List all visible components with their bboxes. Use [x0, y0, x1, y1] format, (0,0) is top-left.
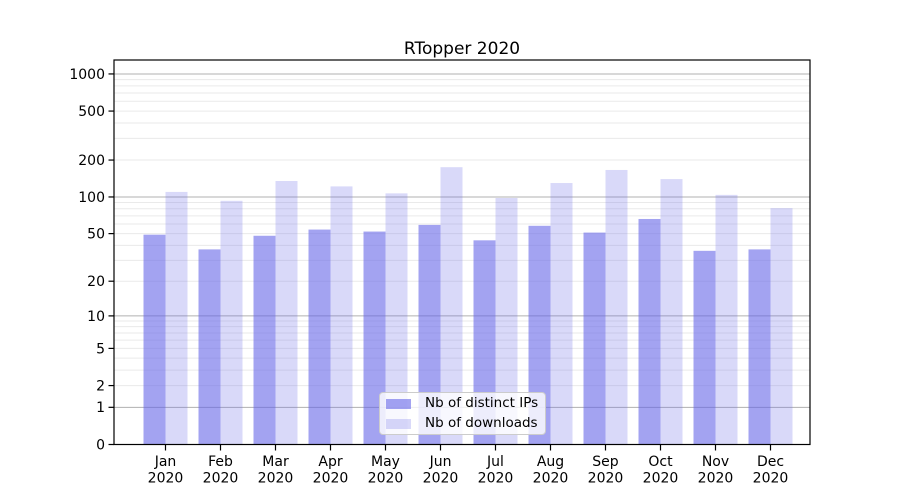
bar-downloads-nov: [715, 194, 738, 445]
bar-distinct-ips-nov: [693, 250, 716, 445]
y-tick-label-100: 100: [78, 190, 105, 206]
legend-entry-distinct-ips: Nb of distinct IPs: [386, 395, 545, 412]
bar-downloads-jan: [165, 191, 188, 445]
x-tick-label-month-nov: Nov: [702, 454, 729, 470]
bar-distinct-ips-jan: [143, 234, 166, 445]
chart-title: RTopper 2020: [404, 39, 520, 59]
x-tick-label-month-mar: Mar: [262, 454, 289, 470]
x-tick-label-year-nov: 2020: [698, 471, 734, 487]
legend-swatch-distinct-ips: [386, 398, 411, 409]
x-tick-label-month-jan: Jan: [154, 454, 177, 470]
bar-downloads-oct: [660, 179, 683, 445]
y-tick-label-2: 2: [96, 378, 105, 394]
bar-downloads-may: [385, 193, 408, 445]
bar-downloads-mar: [275, 181, 298, 445]
axes-frame: [113, 59, 811, 446]
y-tick-label-5: 5: [96, 341, 105, 357]
x-tick-label-year-jun: 2020: [423, 471, 459, 487]
x-tick-label-year-feb: 2020: [203, 471, 239, 487]
x-tick-labels: Jan2020Feb2020Mar2020Apr2020May2020Jun20…: [148, 454, 789, 487]
x-tick-label-month-apr: Apr: [318, 454, 342, 470]
bar-distinct-ips-apr: [308, 229, 331, 445]
x-tick-label-year-dec: 2020: [753, 471, 789, 487]
bar-downloads-sep: [605, 169, 628, 445]
x-tick-label-month-sep: Sep: [592, 454, 619, 470]
x-tick-label-month-dec: Dec: [757, 454, 784, 470]
bar-downloads-jun: [440, 167, 463, 445]
x-tick-label-month-oct: Oct: [648, 454, 673, 470]
axes-spines: [113, 59, 811, 446]
x-tick-label-month-feb: Feb: [208, 454, 233, 470]
y-tick-label-500: 500: [78, 104, 105, 120]
x-tick-label-month-may: May: [371, 454, 400, 470]
bar-distinct-ips-sep: [583, 232, 606, 445]
bar-downloads-dec: [770, 208, 793, 445]
bar-downloads-aug: [550, 183, 573, 445]
x-tick-label-month-aug: Aug: [537, 454, 564, 470]
legend-label-distinct-ips: Nb of distinct IPs: [425, 395, 539, 411]
x-tick-label-year-jan: 2020: [148, 471, 184, 487]
legend: Nb of distinct IPs Nb of downloads: [379, 392, 546, 435]
x-tick-label-year-may: 2020: [368, 471, 404, 487]
x-tick-label-month-jul: Jul: [486, 454, 504, 470]
x-tick-label-month-jun: Jun: [429, 454, 452, 470]
bar-downloads-apr: [330, 186, 353, 445]
y-tick-label-200: 200: [78, 153, 105, 169]
y-tick-label-1: 1: [96, 400, 105, 416]
y-tick-label-20: 20: [87, 274, 105, 290]
bar-distinct-ips-aug: [528, 225, 551, 445]
legend-label-downloads: Nb of downloads: [425, 415, 538, 431]
x-tick-label-year-mar: 2020: [258, 471, 294, 487]
bar-downloads-feb: [220, 200, 243, 445]
y-tick-label-10: 10: [87, 309, 105, 325]
bar-distinct-ips-mar: [253, 235, 276, 445]
bar-distinct-ips-may: [363, 231, 386, 445]
x-tick-label-year-aug: 2020: [533, 471, 569, 487]
y-tick-label-1000: 1000: [69, 67, 105, 83]
legend-entry-downloads: Nb of downloads: [386, 415, 545, 432]
bar-distinct-ips-feb: [198, 249, 221, 445]
legend-swatch-downloads: [386, 418, 411, 429]
y-tick-label-50: 50: [87, 227, 105, 243]
x-tick-label-year-oct: 2020: [643, 471, 679, 487]
x-tick-label-year-jul: 2020: [478, 471, 514, 487]
bar-distinct-ips-dec: [748, 249, 771, 445]
bar-distinct-ips-jun: [418, 224, 441, 445]
x-tick-label-year-sep: 2020: [588, 471, 624, 487]
tick-marks: [108, 73, 772, 451]
x-tick-label-year-apr: 2020: [313, 471, 349, 487]
y-tick-label-0: 0: [96, 437, 105, 453]
minor-gridlines: [114, 79, 810, 387]
bar-downloads-jul: [495, 198, 518, 445]
bar-distinct-ips-oct: [638, 218, 661, 445]
bars: [143, 167, 793, 445]
